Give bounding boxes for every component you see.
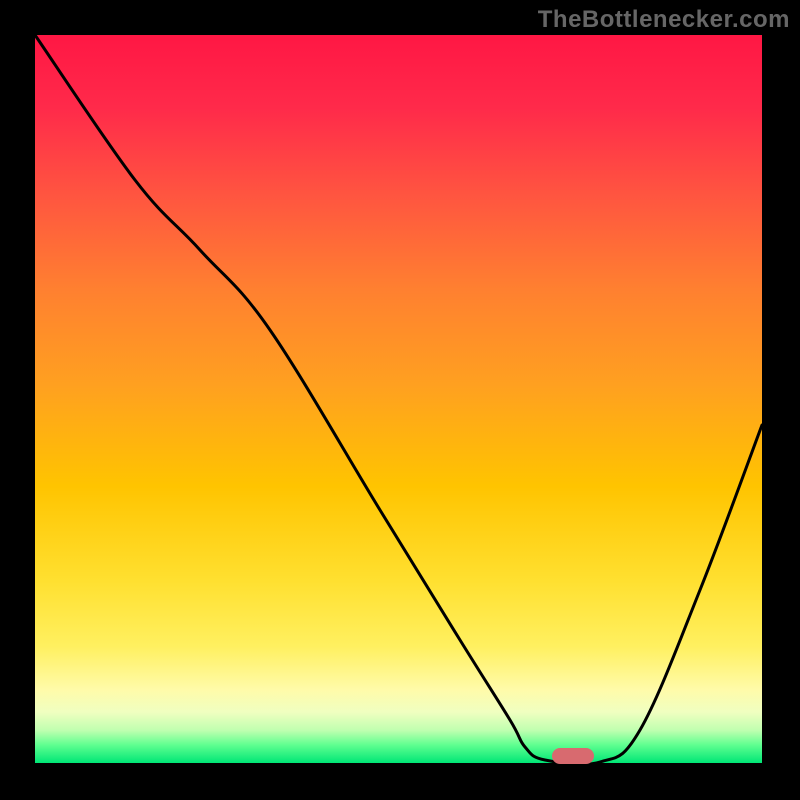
- plot-area: [35, 35, 762, 763]
- gradient-background: [35, 35, 762, 763]
- watermark-text: TheBottlenecker.com: [538, 6, 790, 34]
- chart-container: TheBottlenecker.com: [0, 0, 800, 800]
